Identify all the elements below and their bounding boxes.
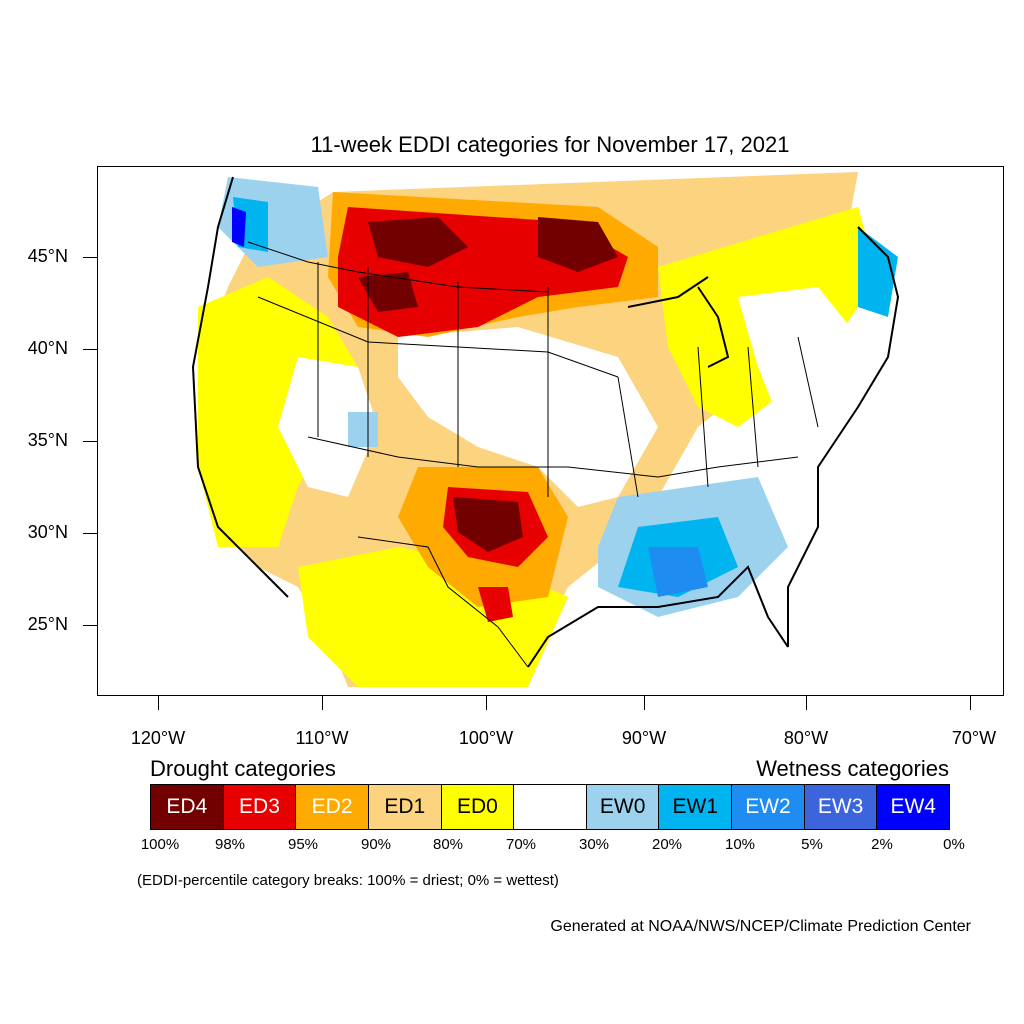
legend-cell-ed3: ED3 xyxy=(223,785,297,829)
region-ed3-spot xyxy=(478,587,513,622)
legend-cell-normal xyxy=(514,785,587,829)
lat-tick xyxy=(83,257,97,258)
lat-label-45n: 45°N xyxy=(27,246,68,266)
map-title: 11-week EDDI categories for November 17,… xyxy=(310,132,790,157)
legend-cell-ew2: EW2 xyxy=(732,785,805,829)
lon-tick xyxy=(970,696,971,710)
lat-label-40n: 40°N xyxy=(27,338,68,358)
lon-tick xyxy=(806,696,807,710)
region-ed4-texas xyxy=(453,497,523,552)
legend-break: 10% xyxy=(724,836,756,853)
coastline xyxy=(191,176,900,668)
lon-label-70w: 70°W xyxy=(951,728,997,748)
legend-note: (EDDI-percentile category breaks: 100% =… xyxy=(137,872,559,889)
region-normal-west xyxy=(278,357,378,497)
region-ew0-colorado xyxy=(348,412,378,447)
legend-break: 70% xyxy=(505,836,537,853)
eddi-map xyxy=(97,166,1004,696)
lon-label-90w: 90°W xyxy=(621,728,667,748)
legend-break: 90% xyxy=(360,836,392,853)
region-normal-central xyxy=(398,327,658,507)
legend-cell-ew4: EW4 xyxy=(877,785,950,829)
region-ed4-montana xyxy=(368,217,468,267)
legend-break: 98% xyxy=(214,836,246,853)
region-ew2-gulf xyxy=(648,547,708,597)
lon-tick xyxy=(644,696,645,710)
lon-label-110w: 110°W xyxy=(295,728,349,748)
legend-cell-ew3: EW3 xyxy=(804,785,878,829)
credit-text: Generated at NOAA/NWS/NCEP/Climate Predi… xyxy=(550,918,971,935)
region-ew1-newengland xyxy=(858,227,898,317)
legend-break: 80% xyxy=(432,836,464,853)
lon-label-120w: 120°W xyxy=(130,728,186,748)
legend-cell-ew1: EW1 xyxy=(659,785,733,829)
lon-tick xyxy=(322,696,323,710)
lat-tick xyxy=(83,441,97,442)
lat-tick xyxy=(83,349,97,350)
state-boundaries xyxy=(247,241,819,668)
legend-break: 30% xyxy=(578,836,610,853)
legend-break: 2% xyxy=(871,836,893,853)
region-ed4-minnesota xyxy=(538,217,618,272)
map-canvas xyxy=(191,172,900,687)
legend-cell-ew0: EW0 xyxy=(586,785,660,829)
lon-label-80w: 80°W xyxy=(783,728,829,748)
lat-tick xyxy=(83,533,97,534)
region-normal-northeast xyxy=(738,287,858,417)
region-ew4-coast xyxy=(232,207,246,247)
lat-label-25n: 25°N xyxy=(27,614,68,634)
region-ed4-dakota xyxy=(358,272,418,312)
legend-cell-ed0: ED0 xyxy=(441,785,515,829)
lon-tick xyxy=(486,696,487,710)
legend-break: 5% xyxy=(801,836,823,853)
legend-color-bar: ED4 ED3 ED2 ED1 ED0 EW0 EW1 EW2 EW3 EW4 xyxy=(150,784,950,830)
legend-cell-ed1: ED1 xyxy=(368,785,442,829)
lat-tick xyxy=(83,625,97,626)
legend-break: 95% xyxy=(287,836,319,853)
legend-drought-heading: Drought categories xyxy=(150,756,336,781)
legend-break: 100% xyxy=(140,836,180,853)
legend-break: 20% xyxy=(651,836,683,853)
lat-label-35n: 35°N xyxy=(27,430,68,450)
lat-label-30n: 30°N xyxy=(27,522,68,542)
legend-wetness-heading: Wetness categories xyxy=(756,756,949,781)
legend-break: 0% xyxy=(943,836,965,853)
lon-label-100w: 100°W xyxy=(458,728,514,748)
legend-cell-ed2: ED2 xyxy=(296,785,369,829)
legend-cell-ed4: ED4 xyxy=(151,785,224,829)
lon-tick xyxy=(158,696,159,710)
